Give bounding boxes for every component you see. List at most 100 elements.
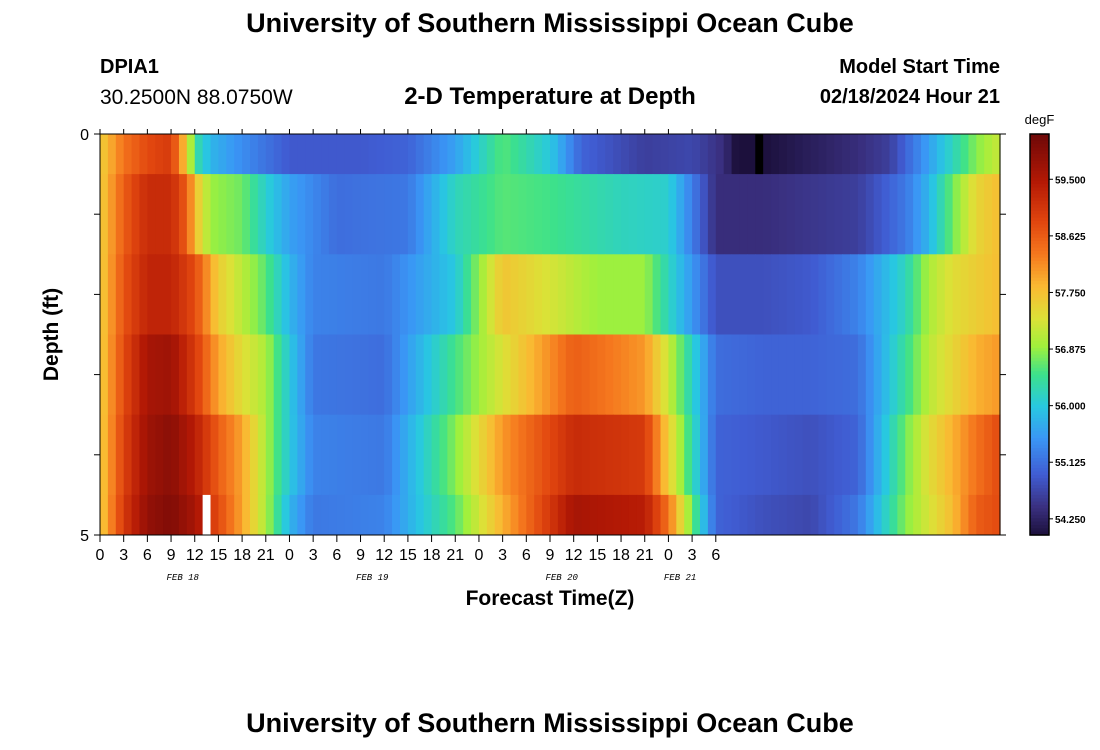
heatmap-cell [542, 494, 551, 536]
heatmap-cell [289, 494, 298, 536]
heatmap-cell [794, 174, 804, 255]
heatmap-cell [747, 134, 756, 175]
colorbar-swatch [1030, 384, 1049, 389]
heatmap-cell [739, 494, 748, 536]
colorbar-tick-label: 58.625 [1055, 232, 1086, 243]
heatmap-cell [684, 414, 693, 496]
colorbar-swatch [1030, 157, 1049, 162]
heatmap-cell [557, 134, 567, 175]
heatmap-cell [589, 494, 598, 536]
heatmap-cell [652, 334, 662, 416]
heatmap-cell [810, 494, 820, 536]
colorbar-swatch [1030, 154, 1049, 158]
day-label: FEB 18 [167, 573, 200, 583]
colorbar-swatch [1030, 494, 1049, 499]
heatmap-cell [273, 414, 283, 496]
heatmap-cell [178, 334, 188, 416]
heatmap-cell [842, 254, 851, 335]
heatmap-cell [668, 414, 677, 496]
heatmap-cell [502, 334, 512, 416]
heatmap-mark [755, 134, 764, 175]
heatmap-cell [107, 334, 117, 416]
heatmap-cell [873, 254, 883, 335]
colorbar-swatch [1030, 424, 1049, 429]
heatmap-cell [700, 134, 709, 175]
colorbar-swatch [1030, 260, 1049, 265]
y-tick-label: 5 [80, 528, 89, 545]
heatmap-cell [581, 254, 591, 335]
x-tick-label: 18 [612, 547, 630, 564]
colorbar-swatch [1030, 311, 1049, 316]
heatmap-cell [952, 494, 962, 536]
colorbar-tick-label: 56.000 [1055, 402, 1086, 413]
heatmap-cell [542, 254, 551, 335]
heatmap-cell [676, 494, 685, 536]
heatmap-cell [202, 174, 212, 255]
colorbar-swatch [1030, 331, 1049, 336]
x-tick-label: 12 [186, 547, 204, 564]
heatmap-cell [968, 334, 977, 416]
x-tick-label: 21 [636, 547, 654, 564]
heatmap-cell [234, 494, 243, 536]
heatmap-cell [186, 254, 196, 335]
heatmap-cell [265, 134, 275, 175]
heatmap-cell [771, 334, 780, 416]
heatmap-cell [439, 334, 448, 416]
heatmap-cell [502, 134, 512, 175]
heatmap-cell [786, 174, 796, 255]
heatmap-cell [218, 134, 227, 175]
heatmap-cell [202, 134, 212, 175]
heatmap-cell [400, 334, 409, 416]
heatmap-cell [368, 174, 377, 255]
heatmap-cell [700, 334, 709, 416]
heatmap-cell [194, 174, 204, 255]
heatmap-cell [471, 414, 480, 496]
heatmap-cell [297, 174, 306, 255]
colorbar-swatch [1030, 478, 1049, 483]
heatmap-cell [384, 414, 393, 496]
heatmap-cell [889, 414, 898, 496]
heatmap-cell [257, 134, 267, 175]
heatmap-cell [960, 254, 970, 335]
heatmap-marks [202, 134, 764, 535]
heatmap-cell [210, 254, 220, 335]
heatmap-cell [707, 414, 717, 496]
heatmap-cell [478, 134, 488, 175]
heatmap-cell [715, 254, 725, 335]
heatmap-cell [786, 134, 796, 175]
heatmap-cell [218, 174, 227, 255]
heatmap-cell [692, 334, 701, 416]
heatmap-cell [992, 134, 1001, 175]
colorbar-swatch [1030, 267, 1049, 272]
heatmap-cell [234, 134, 243, 175]
heatmap-cell [415, 334, 425, 416]
heatmap-cell [289, 414, 298, 496]
colorbar-swatch [1030, 314, 1049, 319]
heatmap-cell [392, 254, 401, 335]
x-tick-label: 15 [588, 547, 606, 564]
heatmap-cell [644, 494, 654, 536]
heatmap-cell [423, 134, 433, 175]
heatmap-cell [265, 174, 275, 255]
heatmap-cell [684, 254, 693, 335]
colorbar-swatch [1030, 287, 1049, 292]
heatmap-cell [684, 334, 693, 416]
heatmap-cell [321, 254, 330, 335]
colorbar-swatch [1030, 504, 1049, 509]
colorbar-swatch [1030, 160, 1049, 165]
colorbar-swatch [1030, 528, 1049, 533]
heatmap-cell [226, 254, 235, 335]
colorbar-swatch [1030, 518, 1049, 523]
heatmap-cell [968, 134, 977, 175]
colorbar-tick-label: 54.250 [1055, 515, 1086, 526]
heatmap-cell [423, 334, 433, 416]
colorbar-swatch [1030, 317, 1049, 322]
heatmap-cell [936, 134, 946, 175]
heatmap-cell [628, 334, 638, 416]
heatmap-cell [494, 134, 504, 175]
colorbar-swatch [1030, 250, 1049, 255]
heatmap-cell [984, 414, 993, 496]
heatmap-cell [100, 134, 109, 175]
heatmap-cell [234, 174, 243, 255]
heatmap-cell [928, 334, 938, 416]
